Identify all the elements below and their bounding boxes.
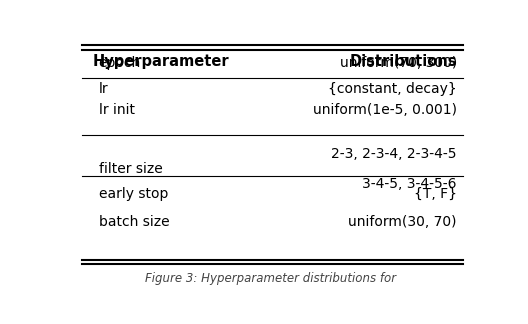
Text: 3-4-5, 3-4-5-6: 3-4-5, 3-4-5-6 <box>362 177 457 191</box>
Text: Figure 3: Hyperparameter distributions for: Figure 3: Hyperparameter distributions f… <box>145 272 396 285</box>
Text: 2-3, 2-3-4, 2-3-4-5: 2-3, 2-3-4, 2-3-4-5 <box>331 147 457 161</box>
Text: uniform(1e-5, 0.001): uniform(1e-5, 0.001) <box>313 103 457 117</box>
Text: epoch: epoch <box>99 56 141 70</box>
Text: filter size: filter size <box>99 162 163 176</box>
Text: batch size: batch size <box>99 215 169 229</box>
Text: lr: lr <box>99 82 108 96</box>
Text: {T, F}: {T, F} <box>414 187 457 201</box>
Text: {constant, decay}: {constant, decay} <box>328 82 457 96</box>
Text: uniform(70, 300): uniform(70, 300) <box>340 56 457 70</box>
Text: uniform(30, 70): uniform(30, 70) <box>348 215 457 229</box>
Text: early stop: early stop <box>99 187 168 201</box>
Text: Hyperparameter: Hyperparameter <box>92 54 229 69</box>
Text: Distributions: Distributions <box>350 54 457 69</box>
Text: lr init: lr init <box>99 103 135 117</box>
